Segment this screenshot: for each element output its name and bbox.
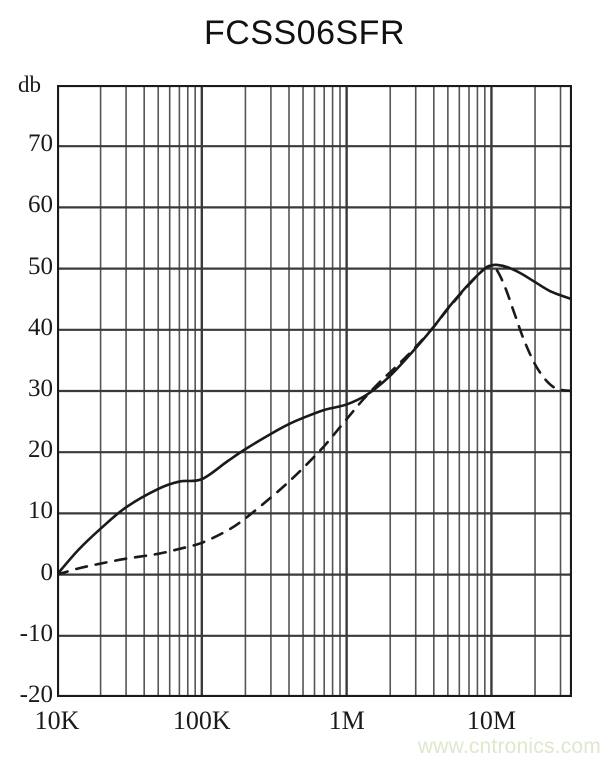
y-tick-label: 60 <box>28 191 53 219</box>
x-tick-label: 100K <box>172 706 231 735</box>
y-tick-label: 50 <box>28 252 53 280</box>
x-tick-label: 1M <box>328 706 365 735</box>
x-tick-label: 10K <box>34 706 80 735</box>
y-tick-label: -20 <box>19 681 53 708</box>
y-axis-unit-label: db <box>18 72 41 97</box>
page-title: FCSS06SFR <box>204 14 405 52</box>
y-axis-tick-labels: -20 -10 0 10 20 30 40 50 60 70 <box>0 0 53 771</box>
plot-border <box>57 85 572 697</box>
y-tick-label: 40 <box>28 313 53 341</box>
data-series-group <box>57 263 572 576</box>
y-tick-label: 20 <box>28 436 53 464</box>
y-tick-label: -10 <box>19 619 53 647</box>
plot-area <box>57 85 572 697</box>
curve-solid <box>57 263 572 576</box>
y-tick-label: 0 <box>40 558 54 586</box>
major-y-gridlines <box>57 145 572 637</box>
y-tick-label: 10 <box>28 497 53 525</box>
y-tick-label: 30 <box>28 375 53 402</box>
x-tick-label: 10M <box>466 706 516 735</box>
y-tick-label: 70 <box>28 130 53 158</box>
watermark-text: www.cntronics.com <box>417 735 601 758</box>
chart-svg <box>57 85 572 697</box>
curve-dashed <box>57 264 572 576</box>
